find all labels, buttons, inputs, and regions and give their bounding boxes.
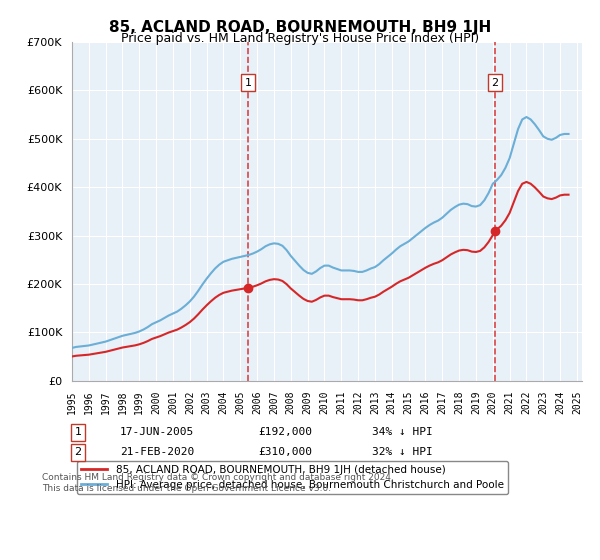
Text: 21-FEB-2020: 21-FEB-2020 <box>120 447 194 458</box>
Text: 32% ↓ HPI: 32% ↓ HPI <box>372 447 433 458</box>
Text: 2: 2 <box>74 447 82 458</box>
Text: 85, ACLAND ROAD, BOURNEMOUTH, BH9 1JH: 85, ACLAND ROAD, BOURNEMOUTH, BH9 1JH <box>109 20 491 35</box>
Text: £310,000: £310,000 <box>258 447 312 458</box>
Text: 17-JUN-2005: 17-JUN-2005 <box>120 427 194 437</box>
Text: £192,000: £192,000 <box>258 427 312 437</box>
Text: 1: 1 <box>245 78 251 88</box>
Text: 34% ↓ HPI: 34% ↓ HPI <box>372 427 433 437</box>
Text: Price paid vs. HM Land Registry's House Price Index (HPI): Price paid vs. HM Land Registry's House … <box>121 32 479 45</box>
Legend: 85, ACLAND ROAD, BOURNEMOUTH, BH9 1JH (detached house), HPI: Average price, deta: 85, ACLAND ROAD, BOURNEMOUTH, BH9 1JH (d… <box>77 460 508 494</box>
Text: 2: 2 <box>491 78 499 88</box>
Text: Contains HM Land Registry data © Crown copyright and database right 2024.
This d: Contains HM Land Registry data © Crown c… <box>42 473 394 493</box>
Text: 1: 1 <box>74 427 82 437</box>
